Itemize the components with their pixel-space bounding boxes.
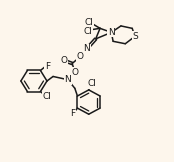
Text: N: N [84,44,90,53]
Text: O: O [77,52,84,61]
Text: O: O [60,56,67,65]
Text: Cl: Cl [83,27,92,36]
Text: O: O [71,68,78,77]
Text: Cl: Cl [87,79,96,88]
Text: N: N [108,28,115,37]
Text: F: F [70,109,75,118]
Text: Cl: Cl [42,92,51,101]
Text: F: F [45,62,50,71]
Text: S: S [133,32,139,41]
Text: N: N [65,75,71,84]
Text: Cl: Cl [84,18,93,27]
